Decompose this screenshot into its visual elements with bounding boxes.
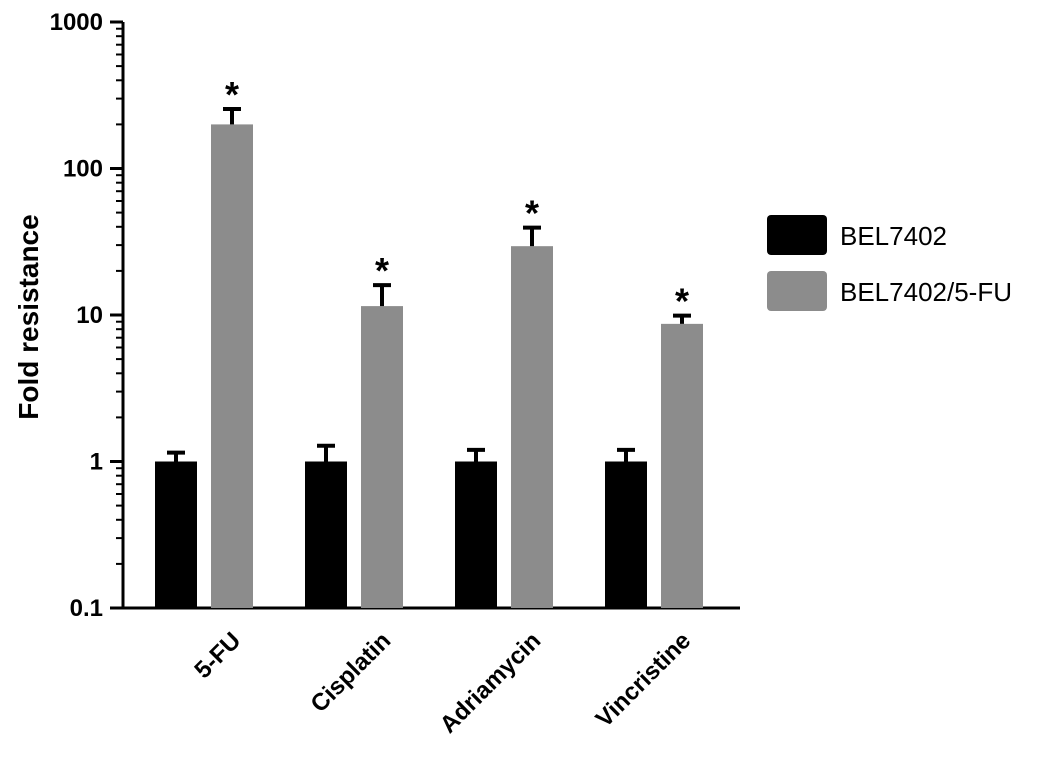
significance-marker: *	[375, 250, 389, 291]
bar	[211, 124, 253, 608]
x-tick-label: Vincristine	[591, 627, 697, 733]
bar	[455, 461, 497, 608]
y-tick-label: 0.1	[70, 595, 103, 622]
bar	[155, 461, 197, 608]
bar	[361, 306, 403, 608]
y-tick-label: 10	[76, 302, 103, 329]
x-tick-label: Adriamycin	[435, 627, 547, 739]
legend-swatch	[767, 215, 827, 255]
legend: BEL7402 BEL7402/5-FU	[767, 215, 1012, 311]
legend-label: BEL7402/5-FU	[840, 277, 1012, 307]
legend-swatch	[767, 271, 827, 311]
y-axis-label: Fold resistance	[13, 214, 44, 419]
y-tick-label: 100	[63, 156, 103, 183]
y-tick-label: 1	[90, 449, 103, 476]
x-tick-label: 5-FU	[189, 627, 246, 684]
significance-marker: *	[525, 193, 539, 234]
bar	[661, 323, 703, 608]
bar	[305, 461, 347, 608]
x-tick-label: Cisplatin	[305, 627, 396, 718]
legend-label: BEL7402	[840, 221, 947, 251]
significance-marker: *	[675, 281, 689, 322]
x-tick-labels: 5-FU Cisplatin Adriamycin Vincristine	[189, 627, 696, 739]
bar	[511, 246, 553, 608]
bar	[605, 461, 647, 608]
bars: * * * *	[155, 74, 703, 608]
y-tick-label: 1000	[50, 9, 103, 36]
significance-marker: *	[225, 74, 239, 115]
